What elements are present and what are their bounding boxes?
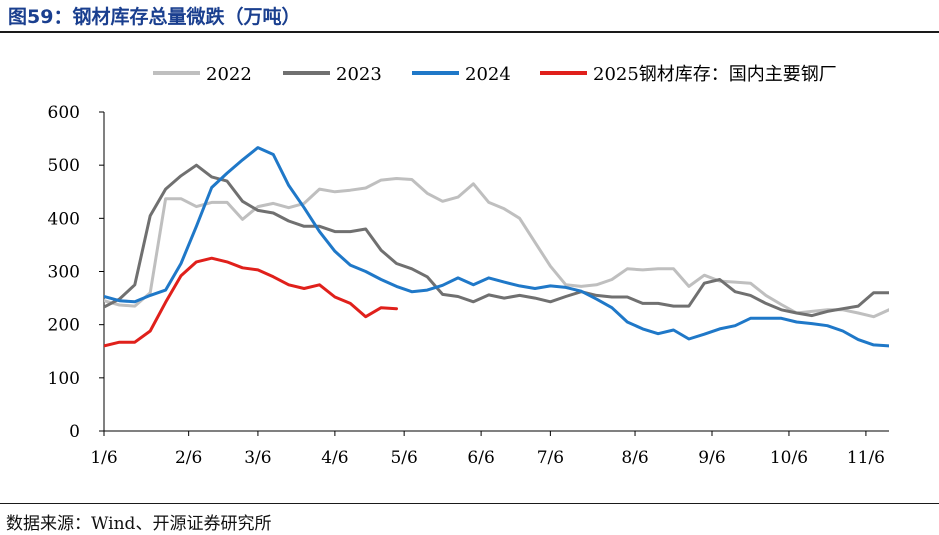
legend-label-2: 2024 [465, 64, 511, 85]
y-tick-label: 400 [48, 209, 80, 229]
y-tick-label: 600 [48, 103, 80, 123]
legend-label-1: 2023 [336, 64, 382, 85]
series-group [104, 146, 889, 348]
line-chart: 2022 2023 2024 2025钢材库存：国内主要钢厂 0 100 200 300 40… [48, 64, 889, 468]
data-source-note: 数据来源：Wind、开源证券研究所 [6, 514, 272, 534]
series-line-3 [104, 256, 398, 348]
x-tick-label: 7/6 [537, 448, 564, 468]
axes: 0 100 200 300 400 500 600 1/6 2/6 3/6 4/6 5/6 6/6 7/6… [48, 103, 889, 468]
y-tick-label: 100 [48, 369, 80, 389]
legend-label-3: 2025钢材库存：国内主要钢厂 [593, 64, 837, 85]
top-rule [0, 31, 939, 33]
y-tick-label: 0 [69, 422, 80, 442]
series-line-2 [104, 146, 889, 348]
x-tick-label: 6/6 [467, 448, 494, 468]
x-tick-label: 2/6 [175, 448, 202, 468]
legend-label-0: 2022 [206, 64, 252, 85]
x-tick-label: 10/6 [770, 448, 808, 468]
x-tick-label: 4/6 [321, 448, 348, 468]
x-tick-label: 5/6 [390, 448, 417, 468]
x-tick-label: 8/6 [621, 448, 648, 468]
series-line-0 [104, 177, 889, 319]
x-tick-label: 11/6 [847, 448, 885, 468]
x-tick-label: 3/6 [244, 448, 271, 468]
x-tick-label: 1/6 [90, 448, 117, 468]
y-tick-label: 300 [48, 263, 80, 283]
series-line-1 [104, 163, 889, 318]
y-tick-label: 200 [48, 316, 80, 336]
y-tick-label: 500 [48, 156, 80, 176]
bottom-rule [0, 503, 939, 504]
chart-title: 图59：钢材库存总量微跌（万吨） [8, 6, 301, 28]
legend: 2022 2023 2024 2025钢材库存：国内主要钢厂 [153, 64, 837, 85]
x-tick-label: 9/6 [698, 448, 725, 468]
